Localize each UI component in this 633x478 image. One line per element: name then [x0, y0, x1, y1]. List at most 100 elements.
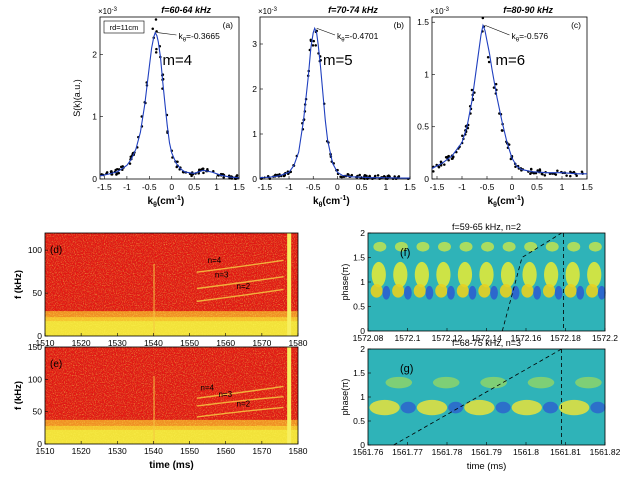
- y-tick-label-b: 0: [252, 174, 257, 184]
- y-tick-label-d: 50: [33, 288, 43, 298]
- data-point-c: [461, 134, 464, 137]
- data-point-b: [388, 175, 391, 178]
- y-tick-label-g: 0.5: [353, 416, 365, 426]
- data-point-c: [536, 169, 539, 172]
- data-point-b: [340, 175, 344, 179]
- vertical-streak-e: [153, 376, 155, 444]
- x-tick-label-c: 0: [510, 182, 515, 192]
- y-tick-label-b: 1: [252, 129, 257, 139]
- x-tick-label-d: 1570: [252, 338, 271, 348]
- data-point-b: [346, 172, 350, 176]
- x-tick-label-d: 1580: [289, 338, 308, 348]
- phase-blob-blue-g: [400, 401, 416, 414]
- y-tick-label-b: 3: [252, 39, 257, 49]
- x-tick-label-f: 1572.12: [432, 333, 463, 343]
- x-tick-label-e: 1570: [252, 446, 271, 456]
- x-tick-label-a: -1.5: [97, 182, 112, 192]
- disruption-stripe-d: [287, 233, 292, 336]
- panel-title-b: f=70-74 kHz: [328, 5, 378, 15]
- data-point-a: [128, 162, 132, 165]
- phase-blob-blue-f: [533, 285, 542, 300]
- phase-blob-yellow-f: [371, 261, 386, 288]
- x-tick-label-d: 1520: [72, 338, 91, 348]
- data-point-a: [151, 27, 154, 30]
- exponent-label-a: ×10-3: [98, 7, 118, 16]
- x-tick-label-a: 0.5: [188, 182, 200, 192]
- x-tick-label-b: 0: [335, 182, 340, 192]
- x-tick-label-f: 1572.1: [395, 333, 421, 343]
- plot-frame-c: [431, 16, 588, 180]
- data-point-c: [540, 172, 544, 176]
- x-tick-label-d: 1530: [108, 338, 127, 348]
- data-point-b: [358, 173, 361, 177]
- mode-trace-d: [196, 275, 284, 290]
- x-tick-label-g: 1561.8: [513, 447, 539, 457]
- panel-title-c: f=80-90 kHz: [503, 5, 553, 15]
- phase-blob-yellow-f: [500, 261, 516, 288]
- data-point-c: [572, 170, 576, 174]
- peak-label-a: kθ=-0.3665: [178, 31, 220, 44]
- phase-blob-top-f: [567, 241, 581, 252]
- x-axis-label-a: kθ(cm-1): [148, 195, 185, 209]
- y-tick-label-b: 2: [252, 84, 257, 94]
- x-tick-label-a: 0: [169, 182, 174, 192]
- x-tick-label-c: 1.5: [581, 182, 593, 192]
- data-point-b: [282, 174, 286, 178]
- phase-blob-yellow-g: [559, 399, 590, 416]
- x-tick-label-a: 1: [214, 182, 219, 192]
- data-point-a: [105, 171, 109, 174]
- data-point-a: [154, 18, 158, 21]
- phase-blob-blue-f: [511, 285, 520, 300]
- exponent-label-c: ×10-3: [430, 7, 450, 16]
- panel-letter-b: (b): [394, 20, 405, 30]
- y-tick-label-f: 2: [360, 228, 365, 238]
- panel-a: -1.5 -1 -0.5 0 0.5 1 1.5 0 1 2 ×10-3 f=60-64 kHz (a)…: [72, 5, 245, 209]
- y-tick-label-f: 0.5: [353, 302, 365, 312]
- data-point-b: [366, 177, 369, 181]
- mode-trace-e: [196, 395, 284, 407]
- x-tick-label-d: 1560: [216, 338, 235, 348]
- phase-blob-blue-f: [425, 285, 434, 300]
- fit-curve-c: [431, 23, 587, 175]
- x-tick-label-f: 1572.08: [353, 333, 384, 343]
- x-tick-label-b: -0.5: [306, 182, 321, 192]
- data-point-c: [432, 170, 435, 173]
- phase-blob-yellow-f: [522, 261, 537, 288]
- x-tick-label-c: 1: [560, 182, 565, 192]
- mode-label-a: m=4: [163, 52, 193, 69]
- y-tick-label-g: 2: [360, 344, 365, 354]
- y-tick-label-c: 1: [424, 69, 429, 79]
- phase-blob-blue-f: [468, 285, 477, 300]
- y-tick-label-a: 1: [92, 112, 97, 122]
- x-tick-label-g: 1561.77: [392, 447, 423, 457]
- phase-blob-gold-f: [586, 283, 599, 298]
- phase-blob-green-g: [480, 376, 507, 389]
- plot-frame-a: [99, 16, 240, 180]
- x-tick-label-c: -1.5: [430, 182, 445, 192]
- data-point-c: [486, 55, 490, 59]
- phase-blob-blue-g: [495, 401, 511, 414]
- mode-trace-d: [196, 259, 284, 273]
- data-point-c: [446, 155, 450, 158]
- phase-blob-top-f: [416, 241, 430, 252]
- panel-letter-d: (d): [50, 245, 62, 256]
- phase-blob-top-f: [373, 241, 387, 252]
- info-box-a: [103, 20, 145, 34]
- x-tick-label-g: 1561.79: [471, 447, 502, 457]
- data-point-c: [565, 174, 568, 177]
- data-point-a: [155, 30, 158, 33]
- y-tick-label-f: 1.5: [353, 253, 365, 263]
- x-tick-label-d: 1510: [36, 338, 55, 348]
- phase-blob-yellow-g: [511, 399, 542, 416]
- y-tick-label-e: 150: [28, 342, 42, 352]
- phase-blob-blue-f: [382, 285, 391, 300]
- peak-pointer-b: [316, 27, 336, 36]
- data-point-c: [514, 165, 517, 168]
- data-point-c: [494, 82, 498, 86]
- y-axis-label-a: S(k)(a.u.): [72, 79, 82, 117]
- y-axis-label-f: phase(π): [340, 264, 350, 301]
- x-axis-label-g: time (ms): [467, 461, 507, 472]
- x-tick-label-g: 1561.78: [432, 447, 463, 457]
- panel-c: -1.5 -1 -0.5 0 0.5 1 1.500.511.5×10-3 f=80-90 k…: [417, 5, 593, 209]
- mode-label-b: m=5: [323, 52, 353, 69]
